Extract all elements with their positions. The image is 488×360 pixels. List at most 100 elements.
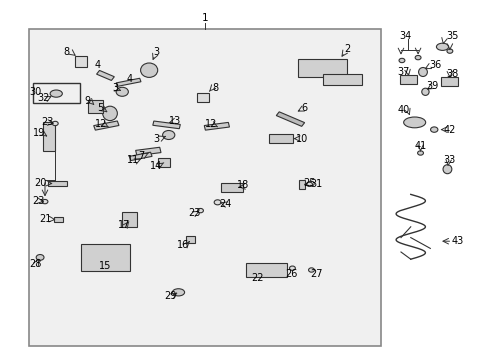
Bar <box>299 180 305 189</box>
Bar <box>268 134 293 143</box>
Bar <box>298 59 346 77</box>
Circle shape <box>52 121 58 126</box>
Text: 14: 14 <box>150 161 163 171</box>
Text: 42: 42 <box>443 125 455 135</box>
Text: 4: 4 <box>126 74 132 84</box>
Text: 15: 15 <box>99 261 111 271</box>
Ellipse shape <box>162 131 175 140</box>
Text: 43: 43 <box>450 236 463 246</box>
Text: 1: 1 <box>202 13 208 23</box>
Bar <box>388 29 483 346</box>
Text: 23: 23 <box>41 117 53 127</box>
Text: 40: 40 <box>396 105 409 115</box>
Ellipse shape <box>50 90 62 97</box>
Ellipse shape <box>421 88 428 95</box>
Bar <box>440 77 458 85</box>
Bar <box>116 78 141 86</box>
Bar <box>81 244 129 271</box>
Text: 24: 24 <box>219 199 232 210</box>
Text: 23: 23 <box>32 195 44 206</box>
Text: 32: 32 <box>37 93 49 103</box>
Text: 4: 4 <box>95 60 101 70</box>
Ellipse shape <box>172 289 184 296</box>
Bar <box>122 212 137 227</box>
Text: 9: 9 <box>84 96 90 106</box>
Circle shape <box>308 268 314 272</box>
Text: 38: 38 <box>445 69 458 79</box>
Text: 37: 37 <box>396 67 409 77</box>
Text: 3: 3 <box>153 134 159 144</box>
Text: 16: 16 <box>177 240 189 250</box>
Bar <box>88 100 102 112</box>
Ellipse shape <box>116 87 128 96</box>
Bar <box>48 181 67 186</box>
Text: 12: 12 <box>204 119 217 129</box>
Bar <box>276 112 304 126</box>
Circle shape <box>446 49 452 53</box>
Bar <box>245 263 287 277</box>
Bar <box>54 217 63 222</box>
Circle shape <box>306 182 312 186</box>
Text: 8: 8 <box>212 83 218 93</box>
Ellipse shape <box>141 63 157 77</box>
Bar <box>157 158 170 167</box>
Circle shape <box>197 208 203 213</box>
Circle shape <box>214 200 221 205</box>
Text: 27: 27 <box>310 269 323 279</box>
Text: 36: 36 <box>428 60 441 70</box>
Bar <box>135 147 161 156</box>
Text: 39: 39 <box>426 81 438 91</box>
Bar <box>152 121 180 129</box>
Text: 31: 31 <box>310 179 323 189</box>
Text: 7: 7 <box>138 150 143 161</box>
Circle shape <box>429 127 437 132</box>
Ellipse shape <box>442 165 451 174</box>
Text: 23: 23 <box>188 208 201 218</box>
Text: 12: 12 <box>95 119 107 129</box>
Bar <box>204 122 229 130</box>
Circle shape <box>42 199 48 204</box>
Bar <box>29 29 381 346</box>
Bar <box>43 122 55 151</box>
Bar <box>74 56 87 67</box>
Text: 13: 13 <box>168 116 181 126</box>
Text: 29: 29 <box>163 291 176 301</box>
Bar <box>96 71 114 81</box>
Bar <box>221 184 243 193</box>
Text: 10: 10 <box>295 134 308 144</box>
Text: 17: 17 <box>117 220 130 230</box>
Bar <box>196 93 209 102</box>
Text: 26: 26 <box>285 269 298 279</box>
Bar <box>322 74 361 85</box>
Text: 3: 3 <box>153 47 159 57</box>
Text: 20: 20 <box>34 178 46 188</box>
Text: 8: 8 <box>63 47 69 57</box>
Bar <box>33 83 80 103</box>
Text: 3: 3 <box>112 83 118 93</box>
Text: 25: 25 <box>303 178 315 188</box>
Circle shape <box>417 151 423 155</box>
Text: 6: 6 <box>301 103 306 113</box>
Text: 18: 18 <box>237 180 249 190</box>
Ellipse shape <box>418 68 427 77</box>
Circle shape <box>36 255 44 260</box>
Text: 34: 34 <box>399 31 411 41</box>
Text: 21: 21 <box>39 214 51 224</box>
Text: 19: 19 <box>33 128 45 138</box>
Bar <box>129 152 152 161</box>
Ellipse shape <box>435 43 447 50</box>
Text: 22: 22 <box>251 273 264 283</box>
Bar <box>399 75 416 84</box>
Text: 11: 11 <box>127 155 140 165</box>
Text: 5: 5 <box>97 103 103 113</box>
Text: 41: 41 <box>413 141 426 151</box>
Bar <box>186 236 195 243</box>
Text: 33: 33 <box>443 155 455 165</box>
Text: 28: 28 <box>29 258 41 269</box>
Text: 35: 35 <box>445 31 458 41</box>
Text: 30: 30 <box>29 87 42 97</box>
Circle shape <box>414 55 420 60</box>
Bar <box>94 121 119 130</box>
Circle shape <box>289 266 295 270</box>
Ellipse shape <box>403 117 425 128</box>
